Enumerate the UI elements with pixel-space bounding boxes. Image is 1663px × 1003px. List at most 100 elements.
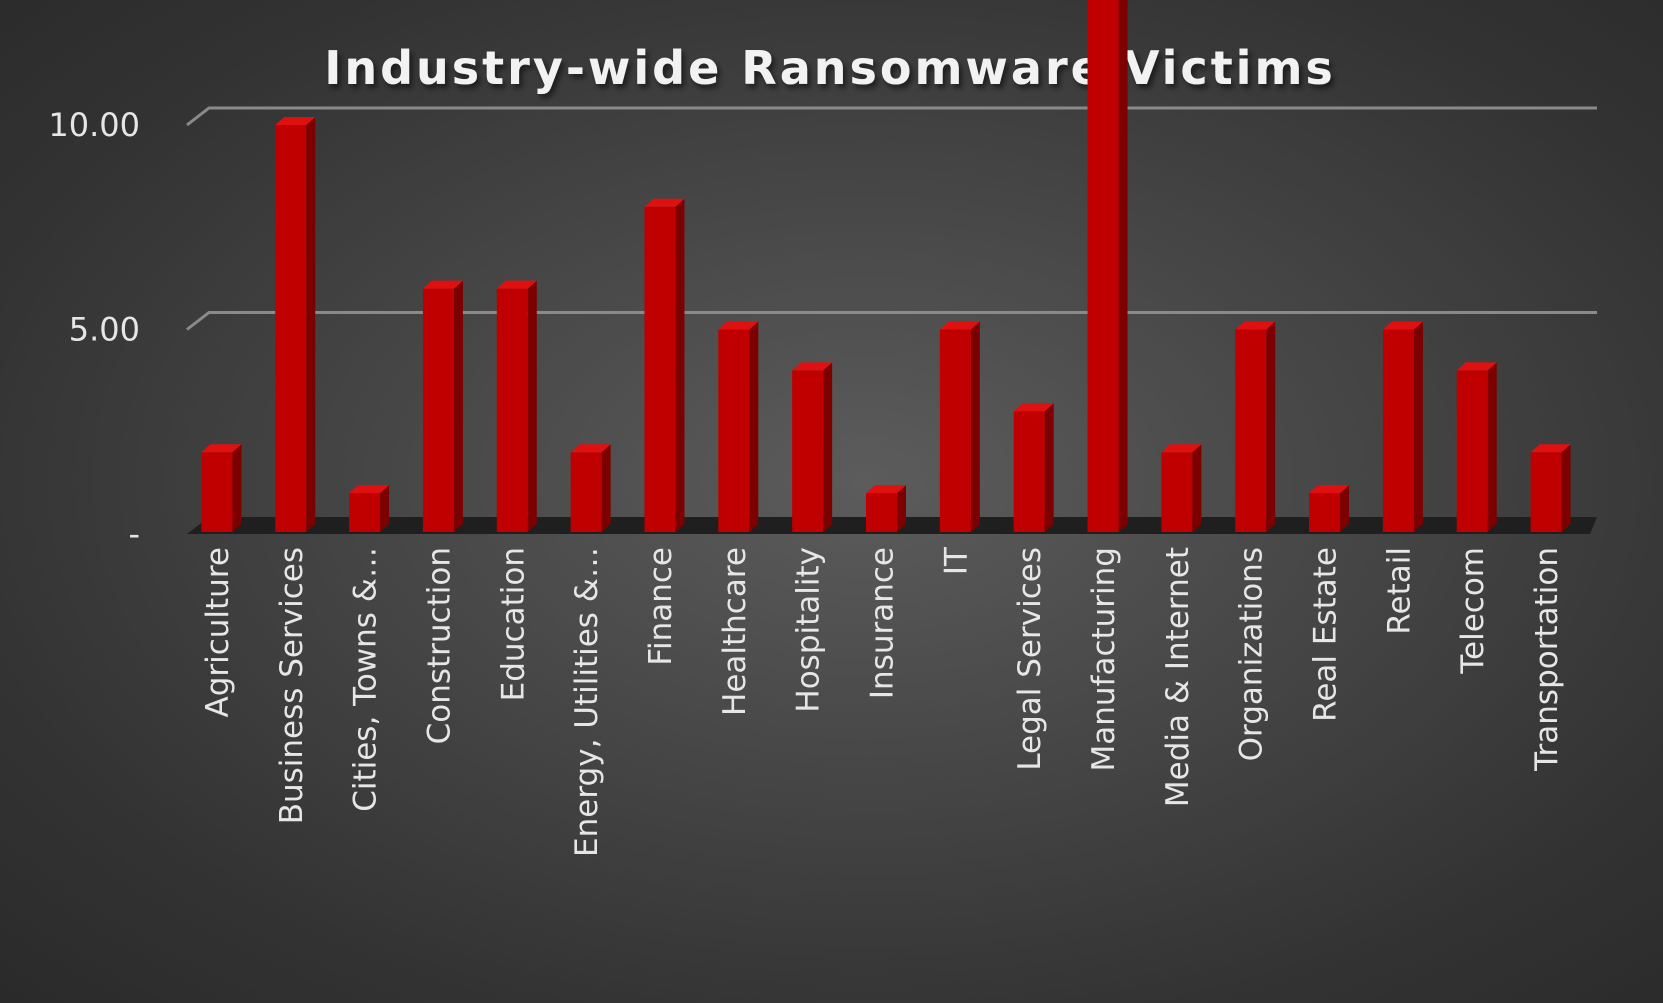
bar-front <box>1161 452 1193 532</box>
bar-top <box>349 485 390 494</box>
x-category-label: Transportation <box>1529 547 1565 772</box>
bar-top <box>570 444 611 453</box>
bar-top <box>1309 485 1350 494</box>
bar <box>644 198 685 533</box>
bar-front <box>939 329 971 532</box>
bar-top <box>275 117 316 125</box>
bar-side <box>527 280 537 532</box>
bar-front <box>201 452 233 532</box>
bar-top <box>1235 321 1276 330</box>
bar <box>718 321 759 532</box>
bar-side <box>306 117 316 532</box>
bar <box>1530 444 1571 532</box>
bar-front <box>1087 0 1119 532</box>
bar <box>496 280 537 532</box>
y-tick-label: 5.00 <box>69 311 140 349</box>
bar-side <box>1044 403 1054 532</box>
bar-front <box>275 125 307 532</box>
bar <box>792 362 833 532</box>
bar <box>939 321 980 532</box>
x-category-label: Organizations <box>1234 547 1270 761</box>
bar-front <box>1382 329 1414 532</box>
bar <box>1013 403 1054 532</box>
bars <box>201 0 1571 533</box>
bar-side <box>380 485 390 532</box>
bar-side <box>1413 321 1423 532</box>
x-category-label: Insurance <box>865 547 901 699</box>
bar-side <box>1340 485 1350 532</box>
chart-title: Industry-wide Ransomware Victims <box>324 41 1336 95</box>
bar-top <box>422 280 463 289</box>
bar-side <box>1192 444 1202 532</box>
bar <box>201 444 242 532</box>
bar-front <box>1309 493 1341 532</box>
bar-side <box>1266 321 1276 532</box>
x-category-label: Hospitality <box>791 547 827 713</box>
bar-side <box>970 321 980 532</box>
x-category-label: IT <box>938 546 974 575</box>
bar <box>866 485 906 532</box>
bar-side <box>601 444 611 532</box>
bar-side <box>823 362 833 532</box>
y-tick-label: - <box>128 515 140 553</box>
bar-front <box>644 206 676 533</box>
x-category-label: Retail <box>1381 547 1417 635</box>
gridline <box>186 106 1597 127</box>
bar-front <box>866 493 897 532</box>
bar-side <box>675 198 685 533</box>
bar-top <box>1382 321 1423 330</box>
bar-front <box>349 493 381 532</box>
y-tick-label: 10.00 <box>48 106 140 144</box>
x-category-label: Manufacturing <box>1086 547 1122 771</box>
bar-front <box>718 329 750 532</box>
bar-front <box>792 370 824 532</box>
x-category-label: Agriculture <box>200 547 236 718</box>
bar <box>1235 321 1276 532</box>
x-category-label: Energy, Utilities &… <box>569 547 605 857</box>
x-category-label: Cities, Towns &… <box>348 547 384 812</box>
x-category-label: Healthcare <box>717 547 753 716</box>
x-category-label: Real Estate <box>1308 547 1344 722</box>
bar-top <box>496 280 537 289</box>
bar <box>1382 321 1423 532</box>
bar <box>1161 444 1202 532</box>
bar <box>1309 485 1350 532</box>
gridlines <box>186 106 1597 331</box>
bar <box>1087 0 1128 532</box>
x-category-label: Construction <box>421 547 457 744</box>
x-category-label: Legal Services <box>1012 547 1048 771</box>
gridline <box>186 311 1597 331</box>
bar <box>570 444 611 532</box>
bar <box>1456 362 1497 532</box>
bar-top <box>1456 362 1497 371</box>
bar-side <box>1118 0 1128 532</box>
bar-top <box>1530 444 1571 453</box>
bar-top <box>644 198 685 207</box>
bar-side <box>749 321 759 532</box>
bar-top <box>718 321 759 330</box>
x-category-label: Media & Internet <box>1160 547 1196 807</box>
bar-top <box>866 485 906 494</box>
x-category-label: Telecom <box>1455 547 1491 675</box>
bar-front <box>1013 411 1045 532</box>
bar-side <box>897 485 906 532</box>
bar <box>275 117 316 532</box>
x-category-label: Education <box>495 547 531 701</box>
bar-front <box>1456 370 1488 532</box>
bar-front <box>1530 452 1562 532</box>
bar-top <box>1013 403 1054 412</box>
bar-top <box>939 321 980 330</box>
x-category-label: Finance <box>643 547 679 666</box>
bar-front <box>570 452 602 532</box>
bar-front <box>1235 329 1267 532</box>
bar <box>422 280 463 532</box>
bar-front <box>422 288 454 532</box>
bar-top <box>201 444 242 453</box>
x-axis-category-labels: Agriculture Business Services Cities, Town… <box>200 546 1565 857</box>
bar-side <box>453 280 463 532</box>
bar-top <box>792 362 833 371</box>
bar-side <box>1561 444 1571 532</box>
